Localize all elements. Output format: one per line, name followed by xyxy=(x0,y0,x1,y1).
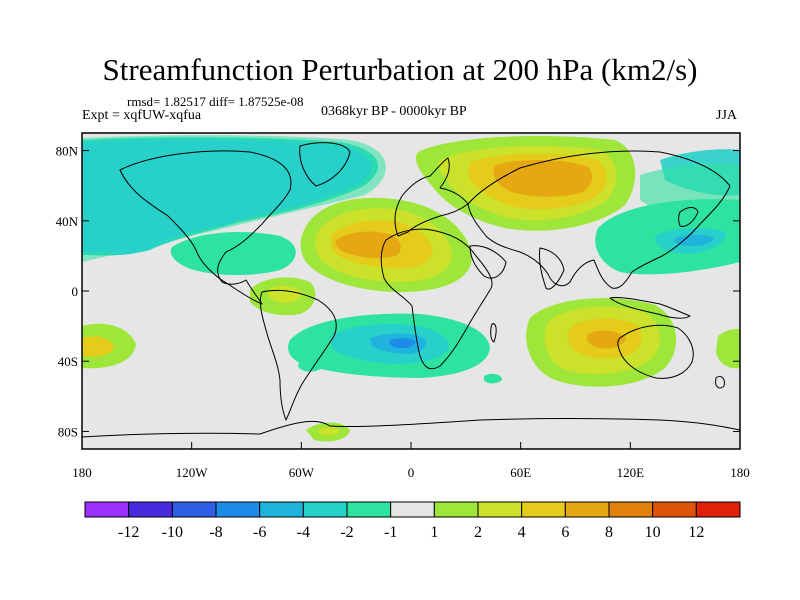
colorbar-swatch xyxy=(695,501,741,518)
colorbar-label: -8 xyxy=(209,524,222,541)
anomaly-south-atlantic-core xyxy=(389,338,416,349)
longitude-ticks: 180 120W 60W 0 60E 120E 180 xyxy=(72,442,750,480)
lon-tick-label: 60E xyxy=(510,465,531,480)
anomaly-west-atlantic-negative xyxy=(170,231,296,276)
lat-tick-label: 40N xyxy=(56,214,79,229)
colorbar-swatch xyxy=(477,501,523,518)
coast-africa xyxy=(380,228,493,370)
colorbar-swatch xyxy=(652,501,697,518)
anomaly-gulf-negative xyxy=(198,210,238,226)
lat-tick-label: 80S xyxy=(58,424,78,439)
colorbar: -12 -10 -8 -6 -4 -2 -1 1 2 4 6 8 10 12 xyxy=(84,501,741,541)
latitude-ticks: 80N 40N 0 40S 80S xyxy=(56,144,740,439)
coast-japan xyxy=(678,207,699,227)
lon-tick-label: 60W xyxy=(289,465,315,480)
anomaly-west-pacific-core xyxy=(674,234,714,247)
colorbar-swatch xyxy=(346,501,392,518)
anomaly-north-pacific-core xyxy=(82,139,372,253)
colorbar-swatch xyxy=(259,501,304,518)
anomaly-northeast-weak xyxy=(640,163,740,226)
lon-tick-label: 180 xyxy=(72,465,92,480)
coast-australia xyxy=(617,324,694,379)
coast-madagascar xyxy=(490,323,497,343)
colorbar-swatch xyxy=(84,501,130,518)
stats-text: rmsd= 1.82517 diff= 1.87525e-08 xyxy=(127,94,304,109)
colorbar-swatch xyxy=(564,501,610,518)
coast-south-america xyxy=(259,289,337,421)
colorbar-swatch xyxy=(433,501,479,518)
coast-asia xyxy=(467,150,731,289)
colorbar-label: -10 xyxy=(162,524,183,541)
period-label: 0368kyr BP - 0000kyr BP xyxy=(321,104,467,119)
coast-europe xyxy=(394,157,469,237)
map-plot-area xyxy=(82,133,740,449)
coast-india xyxy=(539,247,565,290)
coast-arabia xyxy=(469,245,507,279)
lon-tick-label: 120W xyxy=(176,465,209,480)
chart-title: Streamfunction Perturbation at 200 hPa (… xyxy=(102,52,698,87)
colorbar-label: 4 xyxy=(518,524,526,541)
lat-tick-label: 40S xyxy=(58,354,78,369)
season-label: JJA xyxy=(716,108,738,123)
experiment-label: Expt = xqfUW-xqfua xyxy=(82,108,202,123)
coast-north-america xyxy=(119,150,292,305)
anomaly-atlantic-africa-core xyxy=(335,231,401,259)
colorbar-label: 10 xyxy=(645,524,661,541)
colorbar-label: 8 xyxy=(605,524,613,541)
colorbar-label: -4 xyxy=(297,524,310,541)
anomaly-antarctic-core xyxy=(318,427,340,436)
lon-tick-label: 180 xyxy=(730,465,750,480)
colorbar-label: -2 xyxy=(340,524,353,541)
lon-tick-label: 120E xyxy=(617,465,645,480)
coast-greenland xyxy=(299,142,351,187)
lon-tick-label: 0 xyxy=(408,465,415,480)
coast-indonesia xyxy=(609,297,691,319)
colorbar-label: -6 xyxy=(253,524,266,541)
colorbar-label: -1 xyxy=(384,524,397,541)
anomaly-south-ocean-negative xyxy=(484,373,502,384)
colorbar-label: 6 xyxy=(561,524,569,541)
lat-tick-label: 0 xyxy=(72,284,79,299)
coast-antarctica xyxy=(82,418,740,438)
anomaly-indian-ocean-core xyxy=(586,330,626,349)
colorbar-label: 12 xyxy=(688,524,704,541)
colorbar-swatch xyxy=(302,501,348,518)
anomaly-south-pacific-negative xyxy=(298,358,323,372)
colorbar-swatch xyxy=(171,501,217,518)
colorbar-swatch xyxy=(128,501,173,518)
anomaly-southwest-edge-inner xyxy=(82,336,114,357)
colorbar-label: 1 xyxy=(430,524,438,541)
colorbar-swatch xyxy=(608,501,654,518)
lat-tick-label: 80N xyxy=(56,144,79,159)
colorbar-swatch xyxy=(215,501,261,518)
colorbar-label: -12 xyxy=(118,524,139,541)
anomaly-southeast-edge-outer xyxy=(716,328,740,369)
coast-new-zealand xyxy=(715,375,725,389)
colorbar-label: 2 xyxy=(474,524,482,541)
colorbar-swatch xyxy=(390,501,435,518)
colorbar-swatch xyxy=(521,501,566,518)
coastlines xyxy=(82,142,740,438)
